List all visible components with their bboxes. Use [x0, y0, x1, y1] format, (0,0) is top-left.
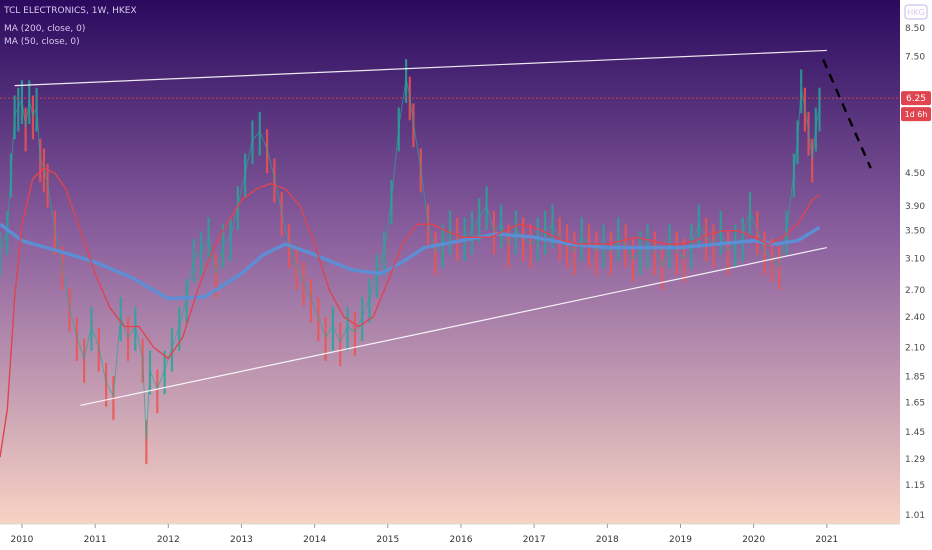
- legend-symbol: TCL ELECTRONICS, 1W, HKEX: [3, 6, 137, 16]
- x-tick-label: 2012: [157, 535, 180, 545]
- trendlines[interactable]: [0, 49, 900, 406]
- x-axis-panel: [0, 524, 932, 550]
- y-tick-label: 2.40: [905, 313, 925, 323]
- plot-background: [0, 0, 900, 524]
- y-tick-label: 4.50: [905, 169, 925, 179]
- y-tick-label: 1.85: [905, 372, 925, 382]
- x-axis-ticks: 2010 2011 2012 2013 2014 2015 2016 2017 2018 2019…: [10, 524, 838, 545]
- y-tick-label: 2.10: [905, 343, 925, 353]
- y-tick-label: 1.01: [905, 511, 925, 521]
- exchange-badge[interactable]: HKG: [904, 4, 928, 20]
- legend-ma50: MA (50, close, 0): [4, 37, 80, 47]
- badge-label: HKG: [907, 8, 924, 17]
- y-axis-panel: [900, 0, 932, 550]
- legend-ma200: MA (200, close, 0): [4, 24, 85, 34]
- close-line: [0, 78, 820, 441]
- x-tick-label: 2016: [450, 535, 473, 545]
- price-spikes: [0, 59, 821, 465]
- x-tick-label: 2020: [742, 535, 765, 545]
- y-tick-label: 1.65: [905, 399, 925, 409]
- x-tick-label: 2011: [84, 535, 107, 545]
- y-tick-label: 7.50: [905, 52, 925, 62]
- legend: TCL ELECTRONICS, 1W, HKEX MA (200, close…: [3, 6, 137, 47]
- x-tick-label: 2018: [596, 535, 619, 545]
- x-tick-label: 2013: [230, 535, 253, 545]
- x-tick-label: 2010: [10, 535, 33, 545]
- trendline-lower: [80, 247, 827, 406]
- series-lines: [0, 78, 821, 458]
- y-tick-label: 1.29: [905, 455, 925, 465]
- y-axis-ticks: 8.50 7.50 4.50 3.90 3.50 3.10 2.70 2.40 2.10 1.85…: [905, 24, 925, 521]
- y-tick-label: 3.90: [905, 202, 925, 212]
- y-tick-label: 1.15: [905, 481, 925, 491]
- ma50-line: [0, 167, 820, 458]
- x-tick-label: 2017: [523, 535, 546, 545]
- x-tick-label: 2014: [303, 535, 326, 545]
- ma200-line: [0, 222, 821, 301]
- current-price-value: 6.25: [906, 94, 926, 104]
- x-tick-label: 2021: [815, 535, 838, 545]
- y-tick-label: 1.45: [905, 428, 925, 438]
- x-tick-label: 2015: [376, 535, 399, 545]
- trendline-projection: [822, 59, 872, 169]
- y-tick-label: 3.10: [905, 254, 925, 264]
- x-tick-label: 2019: [669, 535, 692, 545]
- bar-countdown: 1d 6h: [905, 110, 928, 119]
- trendline-upper: [14, 49, 827, 87]
- current-price-tag: 6.25 1d 6h: [901, 91, 931, 122]
- y-tick-label: 3.50: [905, 227, 925, 237]
- y-tick-label: 8.50: [905, 24, 925, 34]
- y-tick-label: 2.70: [905, 286, 925, 296]
